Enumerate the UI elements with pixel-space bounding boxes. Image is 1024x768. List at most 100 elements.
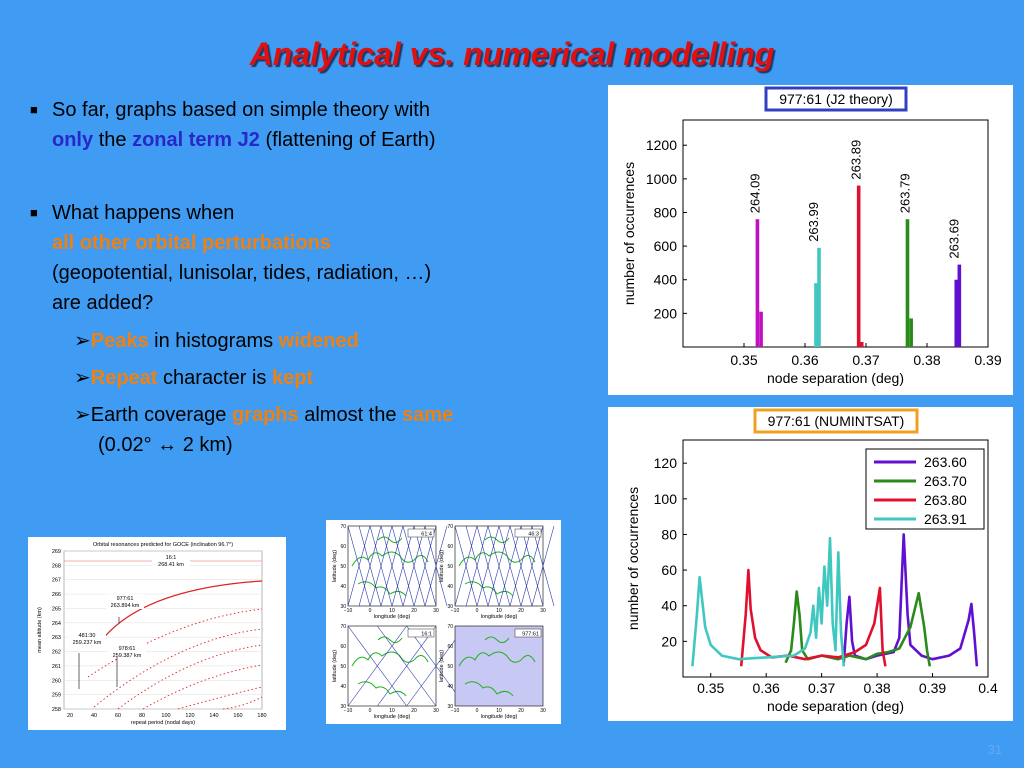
histogram-bar xyxy=(957,264,962,347)
y-tick-label: 800 xyxy=(654,204,678,220)
annotation-text: 259.237 km xyxy=(73,640,102,646)
legend-label: 263.91 xyxy=(924,511,967,527)
x-tick-label: 0.38 xyxy=(863,680,890,696)
sub-bullet-2: ➢Repeat character is kept xyxy=(74,363,594,393)
x-tick-label: 0.38 xyxy=(913,352,940,368)
x-tick-label: 0 xyxy=(476,708,479,714)
peak-label: 263.69 xyxy=(946,219,961,259)
plot-frame xyxy=(682,439,989,678)
y-axis-label: mean altitude (km) xyxy=(37,607,43,653)
bullet-2-line3: (geopotential, lunisolar, tides, radiati… xyxy=(52,262,432,284)
coverage-maps-figure: 61:4 30 40 50 60 70 −10 0 10 20 30 longitude (deg) l… xyxy=(326,520,561,724)
y-tick-label: 30 xyxy=(447,704,453,710)
map-panel xyxy=(454,625,544,707)
y-tick-label: 30 xyxy=(447,604,453,610)
x-tick-label: 30 xyxy=(433,608,439,614)
ground-track xyxy=(347,625,407,707)
y-tick-label: 20 xyxy=(661,633,677,649)
histogram-numintsat-chart: 20 40 60 80 100 120 0.35 0.36 0.37 0.38 0.39 0.4 263… xyxy=(625,408,998,714)
peak-label: 264.09 xyxy=(747,173,762,213)
y-tick-label: 400 xyxy=(654,272,678,288)
resonance-dots xyxy=(93,628,263,708)
map-legend: 977:61 xyxy=(522,632,539,638)
arrow-bullet-icon: ➢ xyxy=(74,330,91,352)
map-panel xyxy=(347,625,437,707)
y-tick-label: 50 xyxy=(340,564,346,570)
x-axis-label: node separation (deg) xyxy=(767,370,904,386)
resonance-dots xyxy=(222,696,263,710)
bullet-2-line4: are added? xyxy=(52,292,154,314)
ground-track xyxy=(358,525,382,607)
chart-title-box xyxy=(753,408,919,434)
annotation-box xyxy=(106,594,144,609)
series-line xyxy=(739,568,887,667)
goce-resonance-figure: Orbital resonances predicted for GOCE (i… xyxy=(28,537,286,730)
x-tick-label: 0.37 xyxy=(852,352,879,368)
y-tick-label: 266 xyxy=(52,592,61,598)
sub-bullet-1: ➢Peaks in histograms widened xyxy=(74,326,594,356)
bullet-square-icon: ■ xyxy=(30,102,38,117)
y-tick-label: 60 xyxy=(447,544,453,550)
histogram-bar xyxy=(905,219,910,347)
sub-bullet-3: ➢Earth coverage graphs almost the same (… xyxy=(74,400,594,460)
y-tick-label: 1200 xyxy=(646,137,677,153)
map-legend: 61:4 xyxy=(421,532,432,538)
map-legend-box xyxy=(514,628,542,638)
y-tick-label: 258 xyxy=(52,707,61,713)
map-legend-box xyxy=(407,628,435,638)
page-number: 31 xyxy=(987,742,1002,757)
ground-track xyxy=(347,525,371,607)
annotation-text: 263.894 km xyxy=(111,603,140,609)
ground-track xyxy=(476,525,500,607)
y-tick-label: 40 xyxy=(340,684,346,690)
plot-frame xyxy=(682,119,989,348)
x-tick-label: 0 xyxy=(369,608,372,614)
resonance-dots xyxy=(117,644,263,710)
y-tick-label: 70 xyxy=(340,624,346,630)
histogram-j2-chart: 200 400 600 800 1000 1200 0.35 0.36 0.37 0.38 0.39… xyxy=(621,86,1002,386)
sub-3-pre: Earth coverage xyxy=(90,404,227,426)
y-tick-label: 30 xyxy=(340,604,346,610)
ground-track xyxy=(424,525,448,607)
histogram-bar xyxy=(954,279,959,347)
annotation-box xyxy=(108,644,146,659)
x-tick-label: 0.36 xyxy=(791,352,818,368)
annotation-text: 978:61 xyxy=(119,646,136,652)
x-tick-label: 10 xyxy=(496,608,502,614)
x-tick-label: 30 xyxy=(540,608,546,614)
annotation-box xyxy=(68,631,106,646)
y-tick-label: 100 xyxy=(654,491,678,507)
bullet-1-zonal: zonal term J2 xyxy=(132,129,260,151)
coverage-maps: 61:4 30 40 50 60 70 −10 0 10 20 30 longitude (deg) l… xyxy=(332,524,555,720)
x-tick-label: 20 xyxy=(518,708,524,714)
y-tick-label: 269 xyxy=(52,549,61,555)
x-axis-label: longitude (deg) xyxy=(374,614,411,620)
y-tick-label: 70 xyxy=(447,524,453,530)
ground-track xyxy=(380,525,404,607)
histogram-bar xyxy=(814,283,818,347)
x-axis-label: longitude (deg) xyxy=(481,614,518,620)
x-tick-label: −10 xyxy=(451,708,460,714)
x-tick-label: 80 xyxy=(139,713,145,719)
x-tick-label: 10 xyxy=(389,608,395,614)
y-axis-label: latitude (deg) xyxy=(332,650,338,682)
y-axis-label: number of occurrences xyxy=(621,162,637,305)
series-line xyxy=(784,590,932,667)
x-tick-label: 20 xyxy=(411,608,417,614)
plot-frame xyxy=(63,550,263,710)
x-tick-label: 20 xyxy=(411,708,417,714)
y-tick-label: 259 xyxy=(52,693,61,699)
y-tick-label: 50 xyxy=(447,664,453,670)
bullet-square-icon: ■ xyxy=(30,205,38,220)
x-tick-label: 0.4 xyxy=(978,680,998,696)
legend-label: 263.60 xyxy=(924,454,967,470)
x-tick-label: 0.37 xyxy=(808,680,835,696)
histogram-bar xyxy=(755,219,760,347)
chart-title: 977:61 (NUMINTSAT) xyxy=(768,413,905,429)
x-tick-label: 40 xyxy=(91,713,97,719)
x-tick-label: 0.39 xyxy=(974,352,1001,368)
x-tick-label: 0.39 xyxy=(919,680,946,696)
y-tick-label: 267 xyxy=(52,578,61,584)
arrow-bullet-icon: ➢ xyxy=(74,367,91,389)
y-tick-label: 50 xyxy=(340,664,346,670)
